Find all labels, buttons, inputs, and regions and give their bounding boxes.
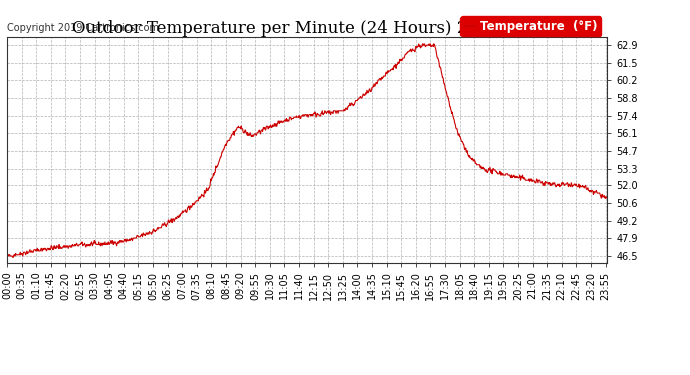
Title: Outdoor Temperature per Minute (24 Hours) 20191021: Outdoor Temperature per Minute (24 Hours… [72,20,542,38]
Text: Copyright 2019 Cartronics.com: Copyright 2019 Cartronics.com [7,23,159,33]
Legend: Temperature  (°F): Temperature (°F) [460,16,601,36]
